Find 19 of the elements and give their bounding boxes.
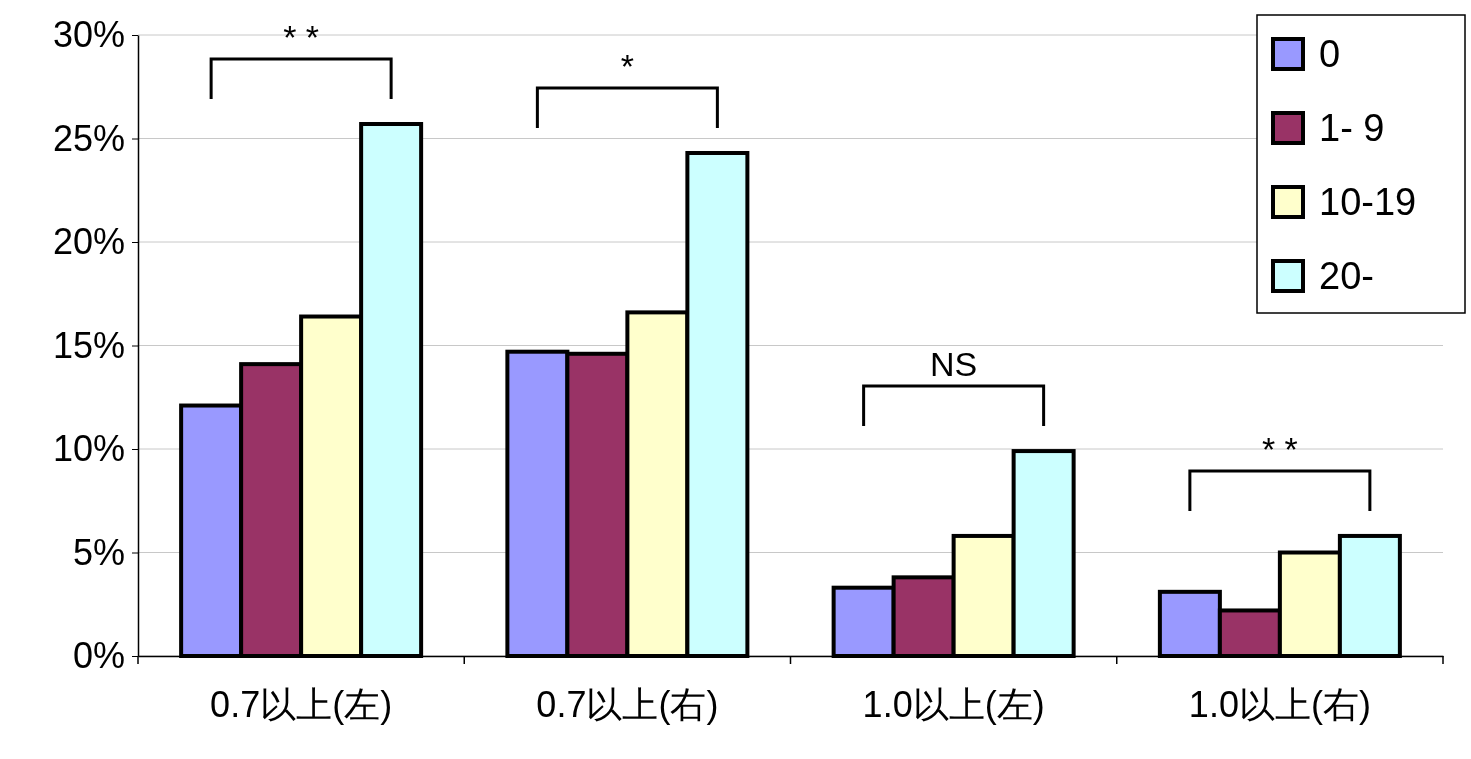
annotation: * * [283,18,320,57]
legend-label: 20- [1319,255,1374,297]
annotation: NS [930,345,978,384]
annotation: * * [1261,429,1298,468]
legend-label: 0 [1319,33,1341,75]
x-tick-label: 0.7以上(左) [210,683,393,725]
y-tick-label: 15% [52,324,125,366]
y-tick-label: 20% [52,221,125,263]
x-tick-label: 1.0以上(右) [1188,683,1371,725]
y-tick-label: 25% [52,117,125,159]
y-tick-label: 5% [72,531,125,573]
y-tick-label: 30% [52,14,125,56]
annotation: * [620,46,634,85]
y-tick-label: 0% [72,635,125,677]
legend-label: 1- 9 [1319,107,1385,149]
legend-label: 10-19 [1319,181,1417,223]
x-tick-label: 0.7以上(右) [536,683,719,725]
y-tick-label: 10% [52,428,125,470]
x-tick-label: 1.0以上(左) [862,683,1045,725]
